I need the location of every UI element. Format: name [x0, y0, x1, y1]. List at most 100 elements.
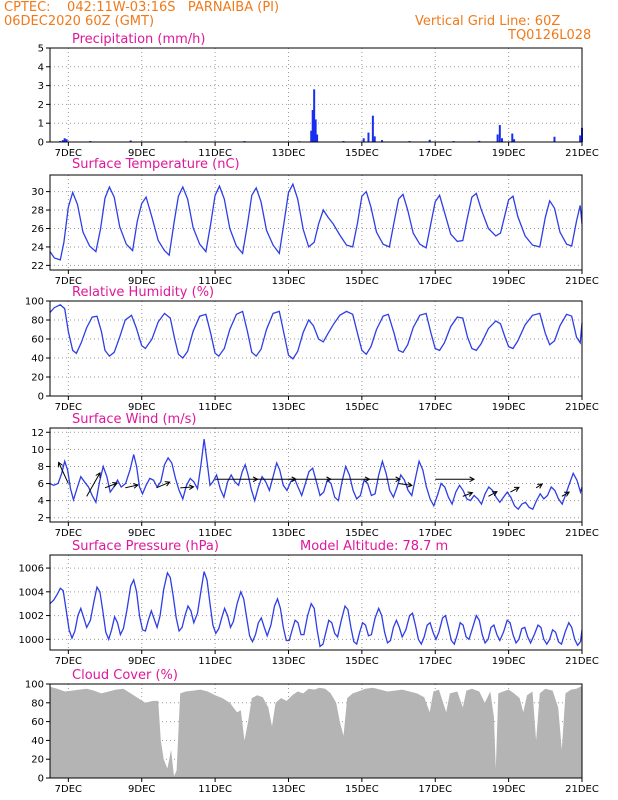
wind-wind-arrow-head — [164, 481, 171, 487]
cloud-xtick-label: 19DEC — [492, 784, 526, 795]
wind-ytick-label: 2 — [38, 513, 44, 524]
wind-wind-arrow-head — [491, 491, 498, 497]
cloud-xtick-label: 11DEC — [198, 784, 232, 795]
rh-title: Relative Humidity (%) — [72, 285, 214, 300]
header-model-id: TQ0126L028 — [508, 28, 592, 43]
rh-xtick-label: 9DEC — [128, 402, 155, 413]
precip-xtick-label: 11DEC — [198, 148, 232, 159]
precip-xtick-label: 21DEC — [565, 148, 599, 159]
temp-xtick-label: 13DEC — [272, 276, 306, 287]
precip-bar — [428, 139, 431, 142]
precip-bar — [367, 132, 370, 142]
cloud-ytick-label: 0 — [38, 774, 44, 785]
pres-xtick-label: 15DEC — [345, 656, 379, 667]
wind-wind-arrow — [398, 482, 413, 488]
temp-xtick-label: 9DEC — [128, 276, 155, 287]
wind-wind-arrow-head — [188, 484, 195, 490]
precip-bar — [381, 140, 384, 142]
wind-wind-arrow-shaft — [125, 484, 139, 489]
precip-bar — [129, 140, 132, 142]
rh-xtick-label: 13DEC — [272, 402, 306, 413]
precip-bar — [478, 140, 481, 142]
precip-bar — [553, 136, 556, 142]
cloud-ytick-label: 20 — [31, 755, 44, 766]
cloud-xtick-label: 21DEC — [565, 784, 599, 795]
wind-wind-arrow-head — [537, 483, 544, 489]
pres-xtick-label: 19DEC — [492, 656, 526, 667]
precip-bar — [362, 138, 365, 142]
wind-xtick-label: 15DEC — [345, 528, 379, 539]
wind-xtick-label: 13DEC — [272, 528, 306, 539]
precip-bar — [61, 140, 64, 142]
wind-wind-arrow-shaft — [462, 492, 473, 497]
rh-ytick-label: 100 — [25, 297, 44, 308]
rh-xtick-label: 7DEC — [55, 402, 82, 413]
temp-ytick-label: 30 — [31, 187, 44, 198]
wind-wind-arrow — [180, 484, 195, 490]
cloud-xtick-label: 17DEC — [418, 784, 452, 795]
cloud-title: Cloud Cover (%) — [72, 668, 178, 683]
precip-ytick-label: 0 — [38, 138, 44, 149]
cloud-xtick-label: 7DEC — [55, 784, 82, 795]
wind-wind-arrow-head — [564, 491, 570, 497]
cloud-xtick-label: 9DEC — [128, 784, 155, 795]
wind-wind-arrow-head — [513, 486, 520, 492]
pres-xtick-label: 11DEC — [198, 656, 232, 667]
precip-frame — [49, 47, 583, 143]
wind-wind-arrow-head — [112, 481, 119, 488]
precip-ytick-label: 3 — [38, 81, 44, 92]
header-run-line: 06DEC2020 60Z (GMT) — [4, 14, 155, 29]
precip-title: Precipitation (mm/h) — [72, 32, 205, 47]
pres-xtick-label: 9DEC — [128, 656, 155, 667]
wind-wind-arrow-shaft — [104, 482, 118, 489]
pres-title: Surface Pressure (hPa) — [72, 539, 219, 554]
precip-xtick-label: 15DEC — [345, 148, 379, 159]
wind-wind-arrow-shaft — [86, 472, 101, 497]
precip-bar — [579, 135, 582, 142]
wind-ytick-label: 12 — [31, 428, 44, 439]
precip-bar — [316, 134, 319, 142]
wind-wind-arrow-shaft — [156, 481, 170, 489]
cloud-ytick-label: 100 — [25, 680, 44, 691]
pres-frame — [49, 554, 583, 651]
rh-xtick-label: 11DEC — [198, 402, 232, 413]
precip-ytick-label: 5 — [38, 44, 44, 55]
precip-bar — [513, 139, 516, 142]
wind-wind-arrow — [215, 476, 259, 483]
precip-bar — [511, 133, 514, 142]
cloud-area — [50, 685, 582, 778]
pres-ytick-label: 1006 — [19, 564, 44, 575]
wind-ytick-label: 6 — [38, 479, 44, 490]
wind-wind-arrow — [57, 461, 69, 484]
precip-bar — [501, 138, 504, 142]
pres-xtick-label: 7DEC — [55, 656, 82, 667]
temp-series-line — [49, 182, 583, 261]
cloud-ytick-label: 80 — [31, 698, 44, 709]
wind-wind-arrow — [561, 491, 570, 497]
header-grid-line: Vertical Grid Line: 60Z — [415, 14, 561, 29]
precip-panel: 0 1 2 3 4 5 7DEC 9DEC 11DEC 13DEC 15DEC 17DEC 19DEC 2… — [38, 32, 599, 159]
precip-bar — [498, 125, 501, 142]
wind-wind-arrow — [435, 476, 476, 483]
rh-ytick-label: 20 — [31, 373, 44, 384]
pres-subtitle: Model Altitude: 78.7 m — [300, 539, 448, 554]
wind-wind-arrow-shaft — [488, 491, 498, 497]
temp-title: Surface Temperature (nC) — [72, 157, 240, 172]
temp-xtick-label: 17DEC — [418, 276, 452, 287]
wind-wind-arrow-shaft — [561, 491, 570, 497]
wind-wind-arrow-shaft — [535, 483, 543, 489]
wind-xtick-label: 17DEC — [418, 528, 452, 539]
wind-wind-arrow-head — [57, 461, 63, 468]
precip-bar — [314, 119, 317, 142]
wind-wind-arrow — [488, 491, 498, 497]
wind-wind-arrow — [510, 486, 520, 493]
wind-wind-arrow — [462, 491, 474, 497]
temp-ytick-label: 28 — [31, 206, 44, 217]
wind-wind-arrow — [363, 476, 402, 483]
temp-panel: 22 24 26 28 30 7DEC 9DEC 11DEC 13DEC 15DEC 17DEC 19… — [31, 157, 599, 287]
rh-frame — [49, 300, 583, 397]
precip-bar — [311, 110, 314, 142]
rh-xtick-label: 21DEC — [565, 402, 599, 413]
cloud-xtick-label: 15DEC — [345, 784, 379, 795]
